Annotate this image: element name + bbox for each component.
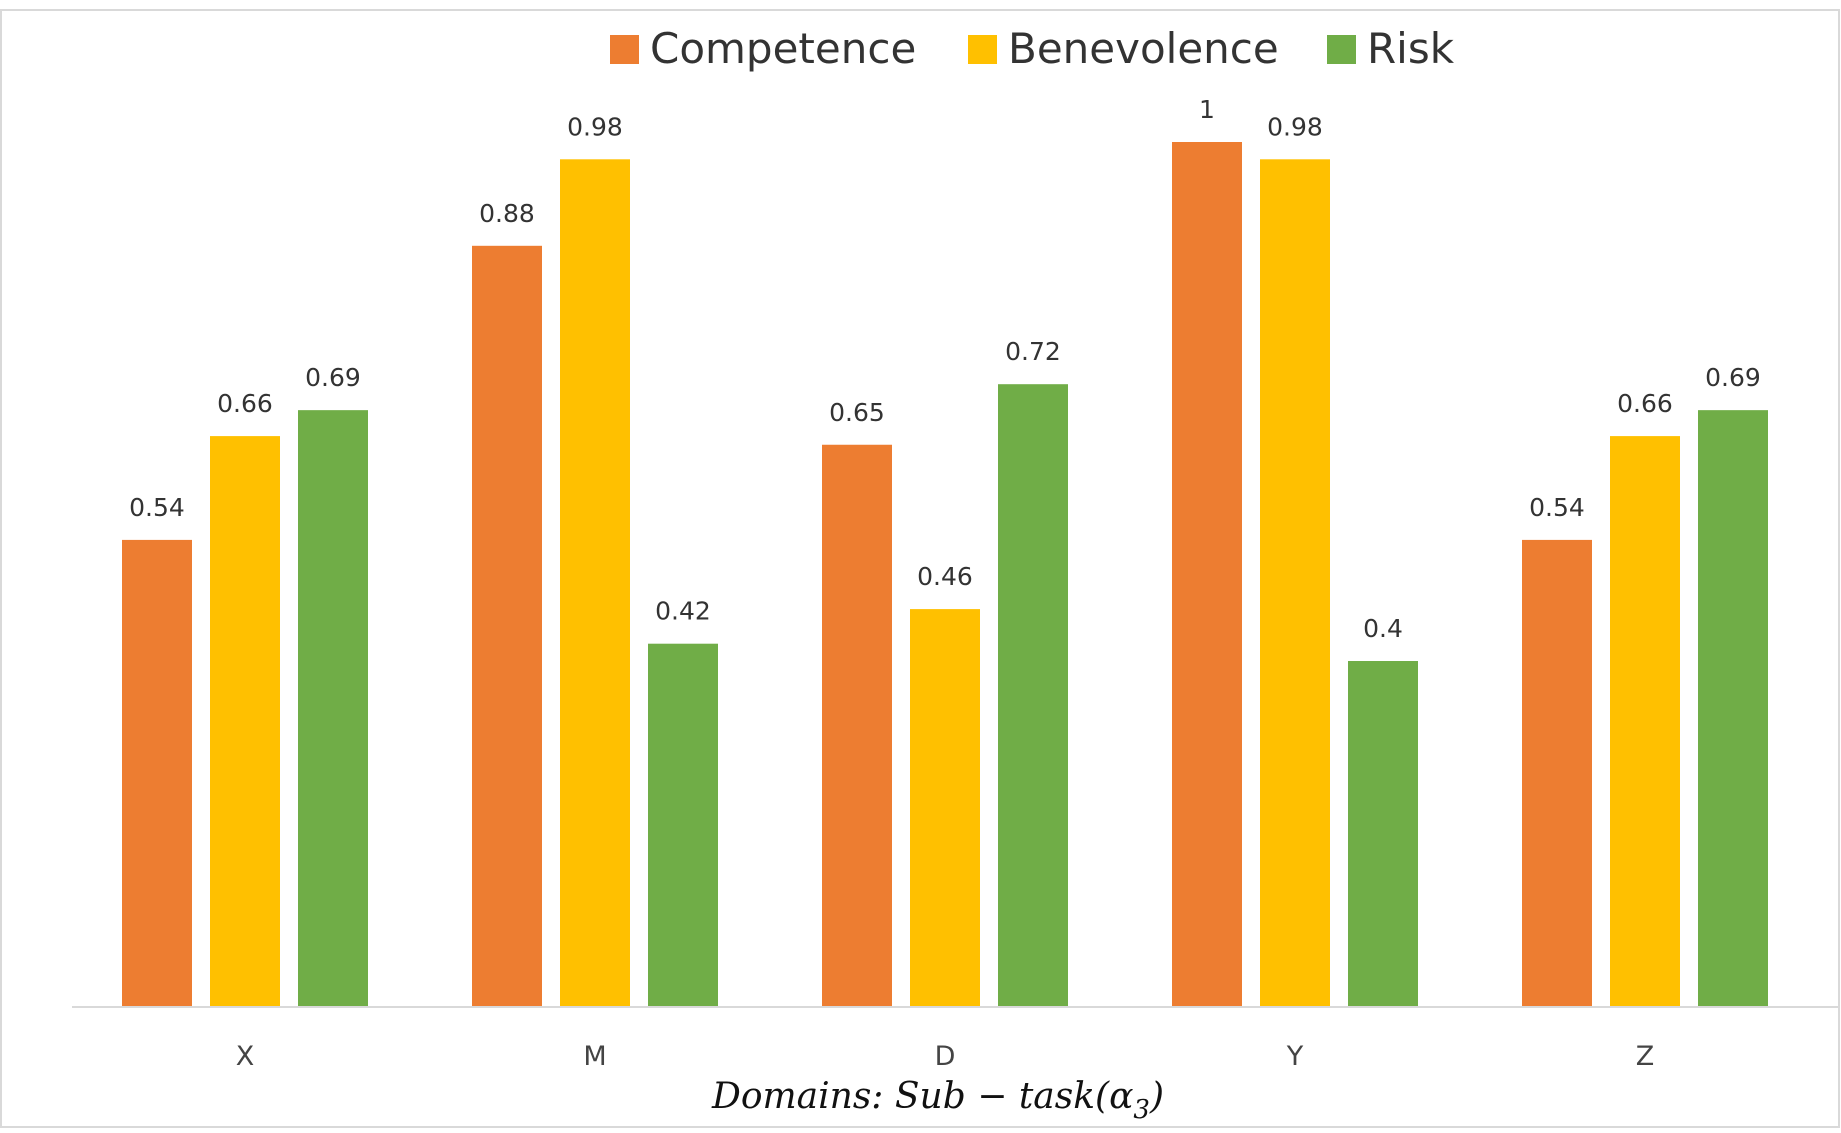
bars-group [122,142,1768,1008]
bar-risk-m [648,643,718,1007]
bar-benevolence-y [1260,159,1330,1008]
bar-benevolence-z [1610,436,1680,1008]
x-tick-label-m: M [583,1041,606,1072]
legend-swatch-benevolence [968,35,997,64]
x-tick-label-x: X [236,1041,255,1072]
data-label-risk-m: 0.42 [655,597,711,626]
data-labels-group: 0.54 0.66 0.69 0.88 0.98 0.42 0.65 0.46 0.72 1 0.9… [129,95,1761,643]
x-axis-title-close: ) [1149,1076,1164,1117]
data-label-competence-m: 0.88 [479,199,535,228]
data-label-competence-z: 0.54 [1529,493,1585,522]
bar-risk-z [1698,410,1768,1007]
bar-risk-d [998,384,1068,1007]
data-label-risk-d: 0.72 [1005,337,1061,366]
bar-competence-x [122,539,192,1007]
bar-competence-z [1522,539,1592,1007]
data-label-competence-d: 0.65 [829,398,885,427]
bar-competence-y [1172,142,1242,1007]
data-label-risk-y: 0.4 [1363,614,1403,643]
bar-benevolence-d [910,609,980,1007]
x-tick-label-z: Z [1636,1041,1655,1072]
bar-risk-y [1348,661,1418,1007]
bar-benevolence-m [560,159,630,1008]
x-tick-label-d: D [935,1041,956,1072]
data-label-competence-x: 0.54 [129,493,185,522]
x-axis-title-subscript: 3 [1133,1095,1150,1125]
x-axis-title: Domains: Sub − task(α3) [711,1076,1164,1125]
data-label-competence-y: 1 [1199,95,1215,124]
legend-swatch-risk [1327,35,1356,64]
data-label-risk-z: 0.69 [1705,363,1761,392]
data-label-benevolence-y: 0.98 [1267,112,1323,141]
x-axis-title-main: Domains: Sub − task(α [711,1076,1133,1117]
data-label-benevolence-m: 0.98 [567,112,623,141]
legend-label-benevolence: Benevolence [1008,24,1279,73]
legend: Competence Benevolence Risk [610,24,1455,73]
x-tick-label-y: Y [1286,1041,1304,1072]
bar-competence-m [472,245,542,1008]
data-label-benevolence-z: 0.66 [1617,389,1673,418]
data-label-risk-x: 0.69 [305,363,361,392]
bar-competence-d [822,444,892,1007]
legend-swatch-competence [610,35,639,64]
bar-risk-x [298,410,368,1007]
data-label-benevolence-x: 0.66 [217,389,273,418]
legend-label-competence: Competence [650,24,916,73]
data-label-benevolence-d: 0.46 [917,562,973,591]
bar-benevolence-x [210,436,280,1008]
legend-label-risk: Risk [1367,24,1455,73]
